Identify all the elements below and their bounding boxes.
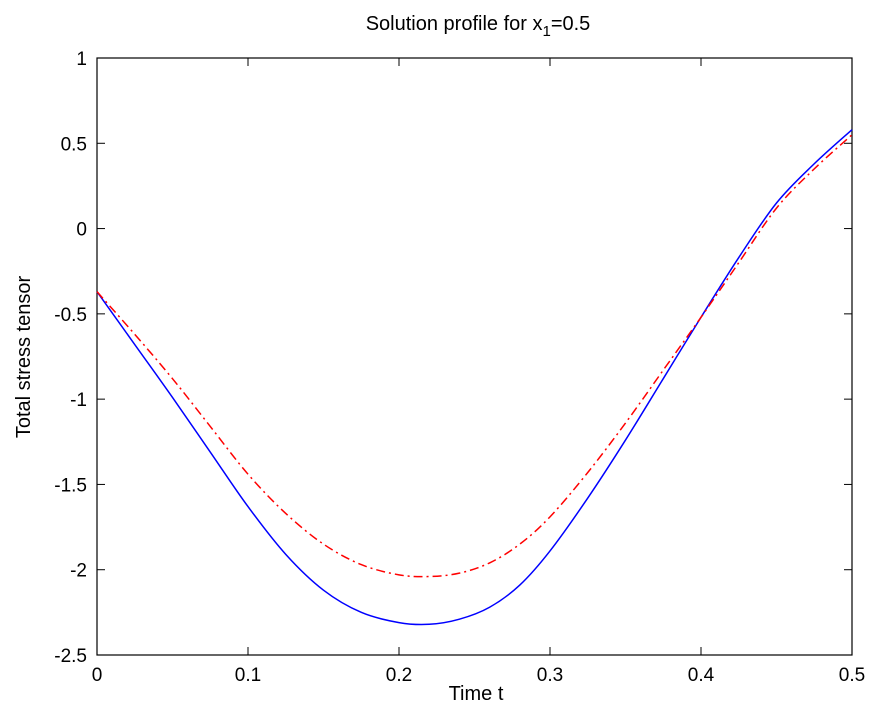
title-prefix: Solution profile for x: [366, 13, 543, 35]
x-tick-label: 0.1: [235, 665, 261, 686]
x-tick-label: 0.2: [386, 665, 412, 686]
y-tick-label: -2.5: [54, 646, 87, 667]
y-tick-label: 1: [76, 49, 87, 70]
x-tick-label: 0.5: [839, 665, 865, 686]
y-tick-label: -0.5: [54, 305, 87, 326]
x-tick-label: 0: [92, 665, 103, 686]
ticks-layer: 0 0.1 0.2 0.3 0.4 0.5 -2.5 -2 -1.5 -1 -0.5 0 0.5 1: [54, 49, 865, 686]
series-line-1: [96, 129, 853, 626]
chart-title: Solution profile for x1=0.5: [366, 13, 591, 40]
y-tick-label: -1.5: [54, 475, 87, 496]
x-tick-label: 0.3: [537, 665, 563, 686]
title-suffix: =0.5: [551, 13, 590, 35]
series-layer: [96, 129, 853, 626]
y-axis-title: Total stress tensor: [13, 276, 35, 439]
x-axis-title: Time t: [449, 683, 504, 705]
y-tick-label: -2: [70, 561, 87, 582]
plot-area: [96, 57, 853, 656]
y-tick-label: 0.5: [61, 134, 87, 155]
series-line-2: [96, 134, 853, 578]
title-subscript: 1: [542, 23, 550, 40]
axes-box: [96, 57, 853, 656]
y-tick-label: 0: [76, 220, 87, 241]
x-tick-label: 0.4: [688, 665, 715, 686]
y-tick-label: -1: [70, 390, 87, 411]
